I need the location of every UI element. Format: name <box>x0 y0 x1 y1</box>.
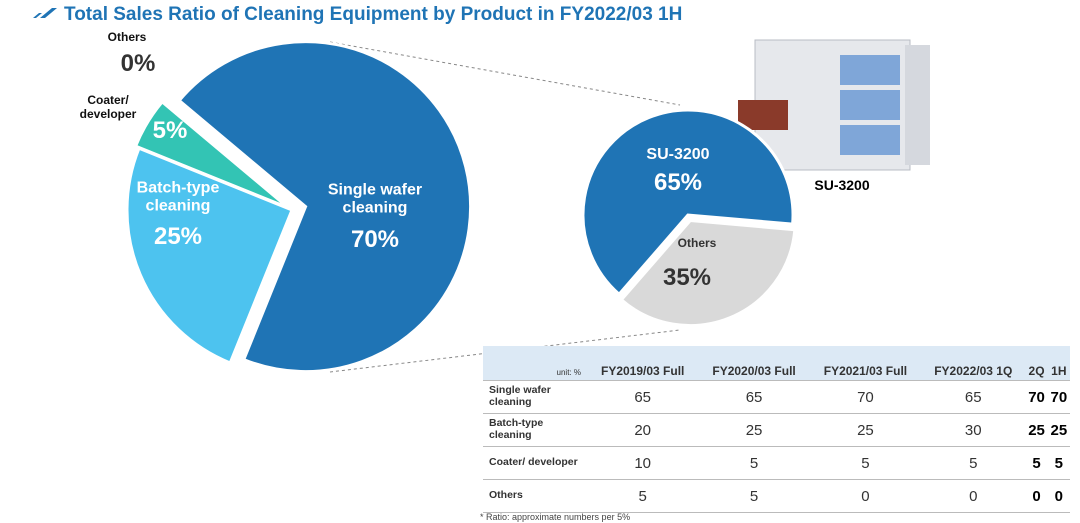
slice-name: SU-3200 <box>646 145 710 163</box>
table-cell: FY2021/03 Full <box>809 346 922 381</box>
title-icon <box>33 13 42 18</box>
table-cell: Batch-type cleaning <box>483 413 587 447</box>
table-cell: 5 <box>587 479 699 513</box>
pie-slice <box>619 219 797 328</box>
table-row: Others 5 5 0 0 0 0 <box>483 479 1070 513</box>
footnote: * Ratio: approximate numbers per 5% <box>480 512 631 522</box>
table-cell: 5 <box>698 479 810 513</box>
table-cell: 70 <box>809 380 922 414</box>
slice-name: Others <box>677 236 717 251</box>
slice-value: 35% <box>662 264 712 292</box>
table-cell: 25 <box>1025 413 1048 447</box>
table-cell: 0 <box>809 479 922 513</box>
table-cell: 5 <box>1025 446 1048 480</box>
table-cell: FY2019/03 Full <box>587 346 699 381</box>
table-row: Single wafer cleaning 65 65 70 65 70 70 <box>483 380 1070 414</box>
pie-slice <box>581 108 795 297</box>
table-cell: 70 <box>1025 380 1048 414</box>
table-cell: 1H <box>1047 346 1070 381</box>
table-cell: 20 <box>587 413 699 447</box>
table-cell: unit: % <box>483 346 587 381</box>
table-cell: 0 <box>921 479 1026 513</box>
data-table: unit: % FY2019/03 Full FY2020/03 Full FY202… <box>483 346 1070 513</box>
pie-slice <box>125 146 294 365</box>
slice-name: Coater/ developer <box>79 93 137 121</box>
product-label: SU-3200 <box>814 177 870 193</box>
title: Total Sales Ratio of Cleaning Equipment … <box>64 4 683 25</box>
table-cell: 30 <box>921 413 1026 447</box>
slice-value: 5% <box>152 117 188 145</box>
slice-value: 25% <box>153 223 203 251</box>
slice-name: Others <box>107 30 147 45</box>
table-cell: FY2022/03 1Q <box>921 346 1026 381</box>
table-cell: FY2020/03 Full <box>698 346 810 381</box>
table-cell: 65 <box>698 380 810 414</box>
table-cell: 5 <box>809 446 922 480</box>
table-cell: 25 <box>809 413 922 447</box>
table-cell: 0 <box>1025 479 1048 513</box>
table-cell: Coater/ developer <box>483 446 587 480</box>
table-cell: Others <box>483 479 587 513</box>
machine-image <box>738 39 930 171</box>
table-cell: 0 <box>1047 479 1070 513</box>
slice-value: 70% <box>350 226 400 254</box>
table-cell: 70 <box>1047 380 1070 414</box>
table-row: Batch-type cleaning 20 25 25 30 25 25 <box>483 413 1070 447</box>
connector <box>329 41 681 106</box>
slice-value: 0% <box>120 50 156 78</box>
table-cell: 10 <box>587 446 699 480</box>
slice-name: Single wafer cleaning <box>327 181 423 217</box>
table-cell: Single wafer cleaning <box>483 380 587 414</box>
table-row: unit: % FY2019/03 Full FY2020/03 Full FY202… <box>483 346 1070 381</box>
table-cell: 5 <box>698 446 810 480</box>
table-cell: 5 <box>921 446 1026 480</box>
table-cell: 5 <box>1047 446 1070 480</box>
pie-slice <box>177 40 473 374</box>
table-cell: 25 <box>698 413 810 447</box>
slice-name: Batch-type cleaning <box>136 179 220 215</box>
table-cell: 65 <box>587 380 699 414</box>
title-icon <box>40 8 57 18</box>
table-cell: 65 <box>921 380 1026 414</box>
table-row: Coater/ developer 10 5 5 5 5 5 <box>483 446 1070 480</box>
table-cell: 2Q <box>1025 346 1048 381</box>
table-cell: 25 <box>1047 413 1070 447</box>
slice-value: 65% <box>653 169 703 197</box>
pie-slice <box>133 99 290 210</box>
